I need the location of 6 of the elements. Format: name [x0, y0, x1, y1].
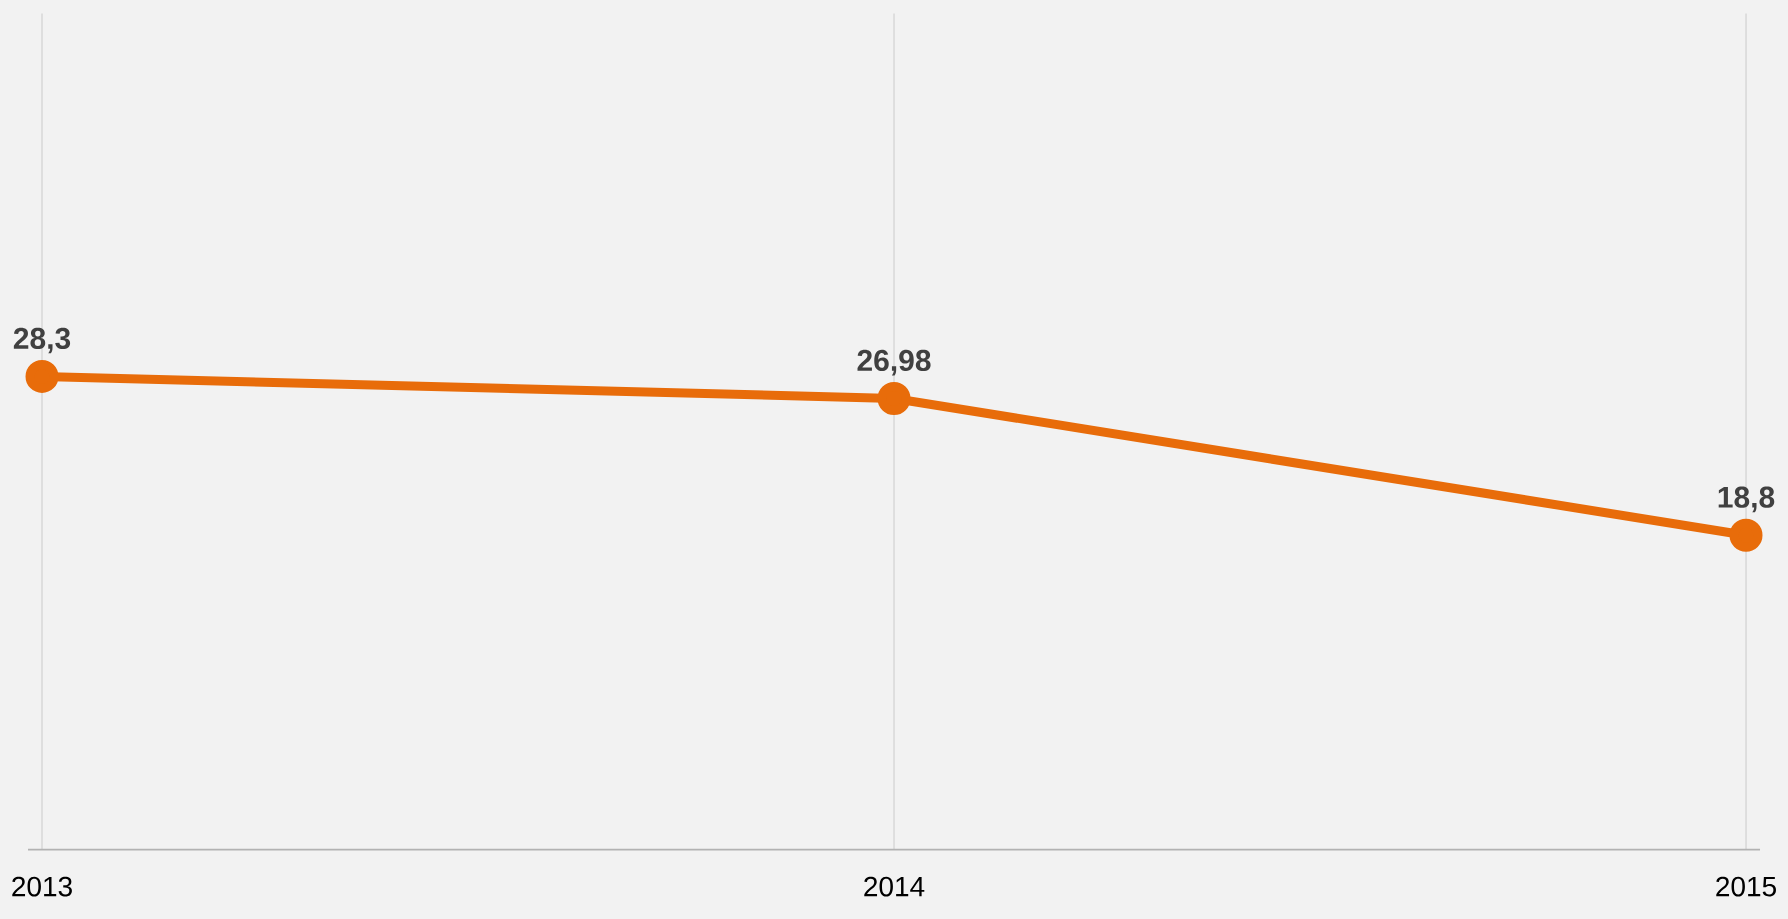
data-label: 28,3 [13, 327, 71, 354]
x-tick-label: 2013 [12, 876, 72, 897]
x-tick-label: 2015 [1716, 876, 1776, 897]
data-label: 18,8 [1718, 486, 1775, 513]
x-tick-label: 2014 [864, 876, 925, 897]
data-label: 26,98 [857, 349, 931, 376]
